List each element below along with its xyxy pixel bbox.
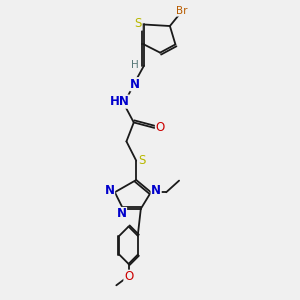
- Text: N: N: [116, 208, 127, 220]
- Text: Br: Br: [176, 6, 187, 16]
- Text: N: N: [130, 78, 140, 91]
- Text: HN: HN: [110, 95, 129, 108]
- Text: N: N: [151, 184, 161, 197]
- Text: O: O: [124, 270, 133, 283]
- Text: S: S: [135, 17, 142, 30]
- Text: S: S: [138, 154, 146, 167]
- Text: H: H: [131, 60, 139, 70]
- Text: O: O: [155, 121, 165, 134]
- Text: N: N: [105, 184, 115, 197]
